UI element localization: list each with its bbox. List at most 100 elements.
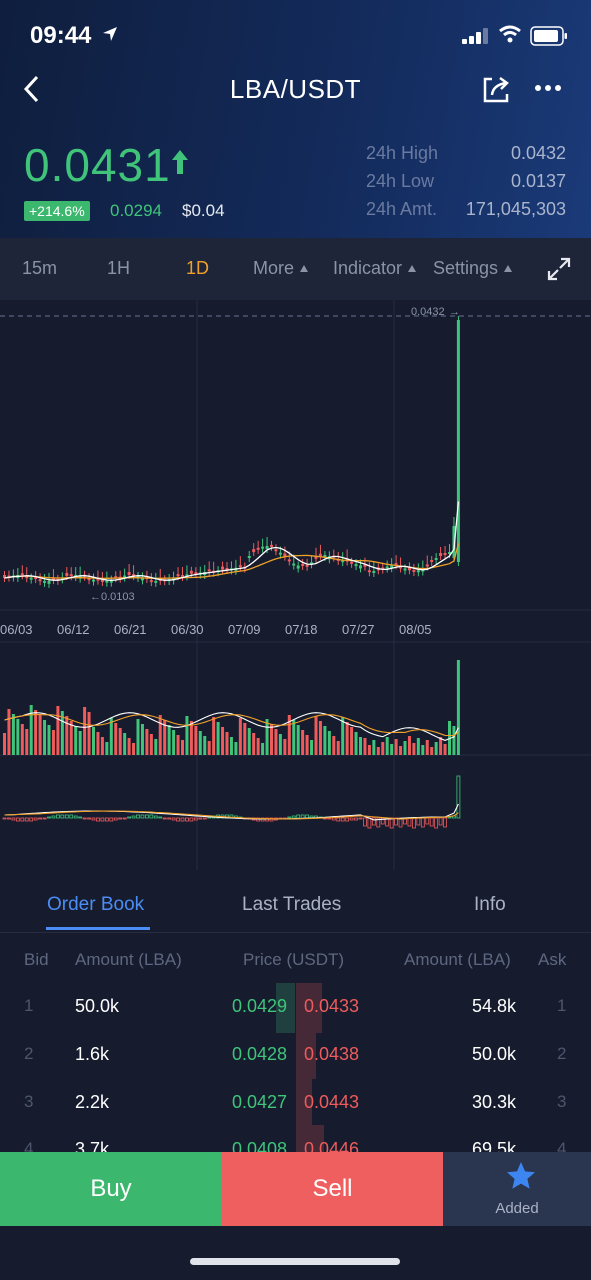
volume-bar [354, 732, 358, 755]
last-price: 0.0431 [24, 139, 171, 191]
back-button[interactable] [18, 74, 48, 104]
candle [359, 565, 362, 569]
bid-price: 0.0427 [231, 1092, 287, 1112]
macd-bar [176, 817, 180, 822]
more-options-button[interactable] [532, 76, 564, 100]
favorite-button[interactable]: Added [443, 1152, 591, 1226]
macd-bar [122, 817, 127, 820]
volume-bar [7, 709, 11, 755]
candle [270, 544, 273, 547]
macd-bar [42, 817, 47, 820]
fullscreen-icon[interactable] [546, 256, 572, 282]
candle [100, 580, 104, 582]
volume-bar [247, 728, 251, 755]
tab-last-trades[interactable]: Last Trades [242, 894, 342, 915]
macd-bar [2, 817, 7, 820]
candle [363, 564, 367, 567]
low-value: 0.0137 [510, 171, 566, 191]
candle [185, 574, 189, 577]
volume-bar [56, 706, 60, 755]
volume-bar [376, 747, 380, 755]
candle [127, 572, 131, 576]
indicator-dropdown[interactable]: Indicator [333, 258, 417, 279]
high-label: 24h High [366, 143, 439, 163]
bid-price: 0.0429 [231, 996, 287, 1016]
candle [87, 578, 91, 581]
candle [278, 552, 282, 555]
share-button[interactable] [480, 74, 512, 106]
candle [350, 561, 354, 564]
macd-bar [376, 817, 381, 828]
volume-bar [292, 720, 296, 755]
candle [394, 563, 398, 566]
ask-amount: 50.0k [471, 1044, 516, 1064]
page-title: LBA/USDT [229, 74, 362, 104]
volume-bar [158, 715, 162, 755]
volume-bar [421, 745, 425, 755]
tab-bar: Order Book Last Trades Info [0, 880, 591, 933]
interval-15m[interactable]: 15m [22, 258, 58, 278]
macd-bar [82, 817, 87, 820]
volume-bar [448, 721, 451, 755]
macd-bar [60, 814, 65, 819]
buy-button[interactable]: Buy [0, 1152, 222, 1226]
sell-button[interactable]: Sell [222, 1152, 443, 1226]
volume-bar [390, 744, 394, 755]
order-book-row[interactable]: 2 1.6k 0.0428 0.0438 50.0k 2 [0, 1044, 591, 1092]
macd-bar [367, 817, 372, 829]
volume-bar [163, 720, 167, 755]
macd-bar [158, 816, 163, 819]
settings-label: Settings [433, 258, 499, 278]
macd-bar [202, 817, 207, 820]
macd-bar [24, 817, 29, 822]
candle [154, 580, 158, 583]
volume-bar [212, 717, 216, 755]
favorite-label: Added [495, 1200, 539, 1217]
volume-bar [430, 747, 434, 755]
interval-1h[interactable]: 1H [107, 258, 131, 278]
interval-1d[interactable]: 1D [186, 258, 210, 278]
volume-bar [83, 707, 87, 755]
macd-bar [363, 817, 367, 827]
macd-bar [73, 815, 78, 819]
dropdown-triangle-icon [408, 265, 417, 272]
volume-bar [456, 660, 460, 755]
volume-bar [87, 712, 91, 755]
date-tick-label: 08/05 [399, 622, 432, 637]
tab-order-book[interactable]: Order Book [47, 894, 145, 915]
volume-bar [185, 716, 189, 755]
candle [323, 555, 327, 557]
macd-bar [149, 814, 154, 819]
ask-rank: 1 [557, 996, 567, 1015]
candle [20, 573, 24, 576]
candle [238, 565, 242, 568]
candle [176, 574, 180, 577]
candle [314, 555, 318, 559]
volume-bar [51, 730, 55, 755]
kline-chart[interactable]: 0.0432 → ← 0.0103 06/03 06/12 06/21 06/30 07… [0, 300, 591, 870]
macd-bar [300, 814, 305, 819]
volume-bar [367, 745, 371, 755]
header: 09:44 LBA/USDT 0.0431 +214.6% 0. [0, 0, 591, 238]
low-label: 24h Low [366, 171, 435, 191]
more-intervals-dropdown[interactable]: More [253, 258, 309, 279]
volume-bar [34, 710, 38, 755]
candle [149, 580, 153, 583]
tab-info[interactable]: Info [474, 894, 506, 915]
macd-bar [345, 817, 350, 822]
min-price-annotation: 0.0103 [101, 591, 135, 603]
volume-bar [189, 721, 193, 755]
candle [403, 568, 407, 571]
volume-bar [69, 721, 73, 755]
candle [7, 575, 11, 578]
candle [221, 566, 225, 570]
macd-bar [340, 817, 345, 822]
volume-bar [100, 737, 104, 755]
ask-rank: 2 [557, 1044, 567, 1063]
order-book-row[interactable]: 1 50.0k 0.0429 0.0433 54.8k 1 [0, 996, 591, 1044]
ask-price: 0.0438 [304, 1044, 360, 1064]
settings-dropdown[interactable]: Settings [433, 258, 513, 279]
volume-bar [203, 736, 207, 755]
candle [399, 566, 403, 569]
order-book-row[interactable]: 3 2.2k 0.0427 0.0443 30.3k 3 [0, 1092, 591, 1140]
